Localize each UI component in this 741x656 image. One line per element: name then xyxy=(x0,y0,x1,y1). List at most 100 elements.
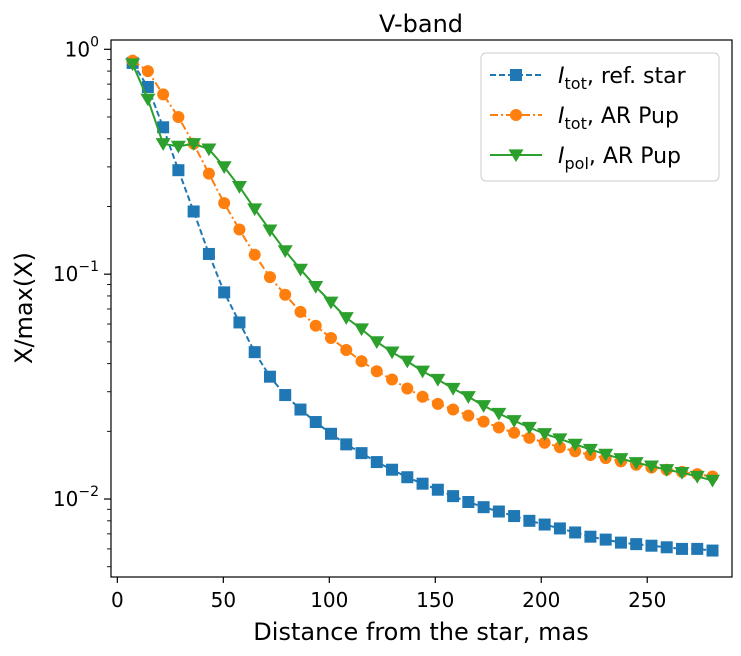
data-point xyxy=(567,438,583,452)
data-point xyxy=(613,453,629,466)
data-point xyxy=(691,542,704,555)
data-point xyxy=(492,505,505,518)
data-point xyxy=(355,447,368,460)
y-tick-base: 10 xyxy=(65,37,90,61)
legend-label: Itot, AR Pup xyxy=(558,104,679,133)
data-point xyxy=(508,510,521,523)
data-point xyxy=(370,456,383,469)
data-point xyxy=(659,464,675,477)
legend-entry: Itot, AR Pup xyxy=(490,104,679,133)
data-point xyxy=(462,409,475,422)
data-point xyxy=(386,463,399,476)
x-tick-label: 150 xyxy=(416,588,454,612)
y-tick-label: 100 xyxy=(65,34,99,61)
y-tick-exponent: 0 xyxy=(90,34,99,50)
y-tick-base: 10 xyxy=(53,262,78,286)
data-point xyxy=(323,296,339,310)
data-point xyxy=(277,245,293,258)
data-point xyxy=(294,305,307,318)
legend-symbol: I xyxy=(558,144,565,169)
data-point xyxy=(416,390,429,403)
legend-subscript: tot xyxy=(565,74,587,93)
data-point xyxy=(140,93,156,107)
data-point xyxy=(445,382,461,396)
data-point xyxy=(492,421,505,434)
data-point xyxy=(416,477,429,490)
data-point xyxy=(338,312,354,325)
data-point xyxy=(248,248,261,261)
data-point xyxy=(415,365,431,379)
data-point xyxy=(431,397,444,410)
data-point xyxy=(170,140,186,154)
legend-marker xyxy=(510,69,522,81)
data-point xyxy=(263,370,276,383)
y-tick-label: 10−2 xyxy=(53,484,99,511)
data-point xyxy=(248,346,261,359)
data-point xyxy=(201,143,217,157)
legend-symbol: I xyxy=(558,64,565,89)
data-point xyxy=(309,319,322,332)
data-point xyxy=(477,415,490,428)
data-point xyxy=(233,316,246,329)
data-point xyxy=(599,533,612,546)
data-point xyxy=(705,474,721,488)
data-point xyxy=(233,223,246,236)
legend-label: Ipol, AR Pup xyxy=(558,144,681,173)
data-point xyxy=(292,263,308,277)
legend-rest: , AR Pup xyxy=(589,144,681,169)
y-tick-base: 10 xyxy=(53,487,78,511)
data-point xyxy=(674,467,690,480)
data-point xyxy=(477,501,490,514)
data-point xyxy=(279,288,292,301)
legend-entry: Itot, ref. star xyxy=(490,64,687,93)
data-point xyxy=(689,470,705,484)
data-point xyxy=(202,247,215,260)
data-point xyxy=(355,355,368,368)
data-point xyxy=(216,161,232,175)
data-point xyxy=(370,365,383,378)
data-point xyxy=(202,167,215,180)
x-tick-label: 200 xyxy=(522,588,560,612)
data-point xyxy=(157,88,170,101)
series-2 xyxy=(125,58,721,488)
legend-box xyxy=(480,52,720,182)
data-point xyxy=(386,373,399,386)
data-point xyxy=(537,428,553,441)
data-point xyxy=(447,490,460,503)
data-point xyxy=(340,438,353,451)
data-point xyxy=(614,536,627,549)
data-point xyxy=(569,526,582,539)
x-tick-label: 0 xyxy=(111,588,124,612)
x-axis-label: Distance from the star, mas xyxy=(253,618,588,646)
data-point xyxy=(279,389,292,402)
data-point xyxy=(462,495,475,508)
plot-area xyxy=(110,39,733,578)
data-point xyxy=(294,403,307,416)
x-tick-label: 100 xyxy=(310,588,348,612)
data-point xyxy=(643,460,659,474)
data-point xyxy=(538,518,551,531)
data-point xyxy=(491,407,507,421)
data-point xyxy=(218,197,231,210)
data-point xyxy=(523,431,536,444)
data-point xyxy=(308,281,324,294)
data-point xyxy=(262,224,278,238)
legend-marker xyxy=(510,109,522,121)
data-point xyxy=(460,391,476,404)
data-point xyxy=(401,382,414,395)
series-layer xyxy=(125,54,721,557)
data-point xyxy=(508,426,521,439)
x-tick-label: 50 xyxy=(211,588,236,612)
data-point xyxy=(172,164,185,177)
data-point xyxy=(430,373,446,387)
data-point xyxy=(369,336,385,349)
data-point xyxy=(354,323,370,337)
data-point xyxy=(155,138,171,151)
y-axis-label: X/max(X) xyxy=(10,252,38,364)
data-point xyxy=(157,121,170,134)
data-point xyxy=(660,541,673,554)
data-point xyxy=(384,346,400,360)
chart-title: V-band xyxy=(379,10,463,38)
